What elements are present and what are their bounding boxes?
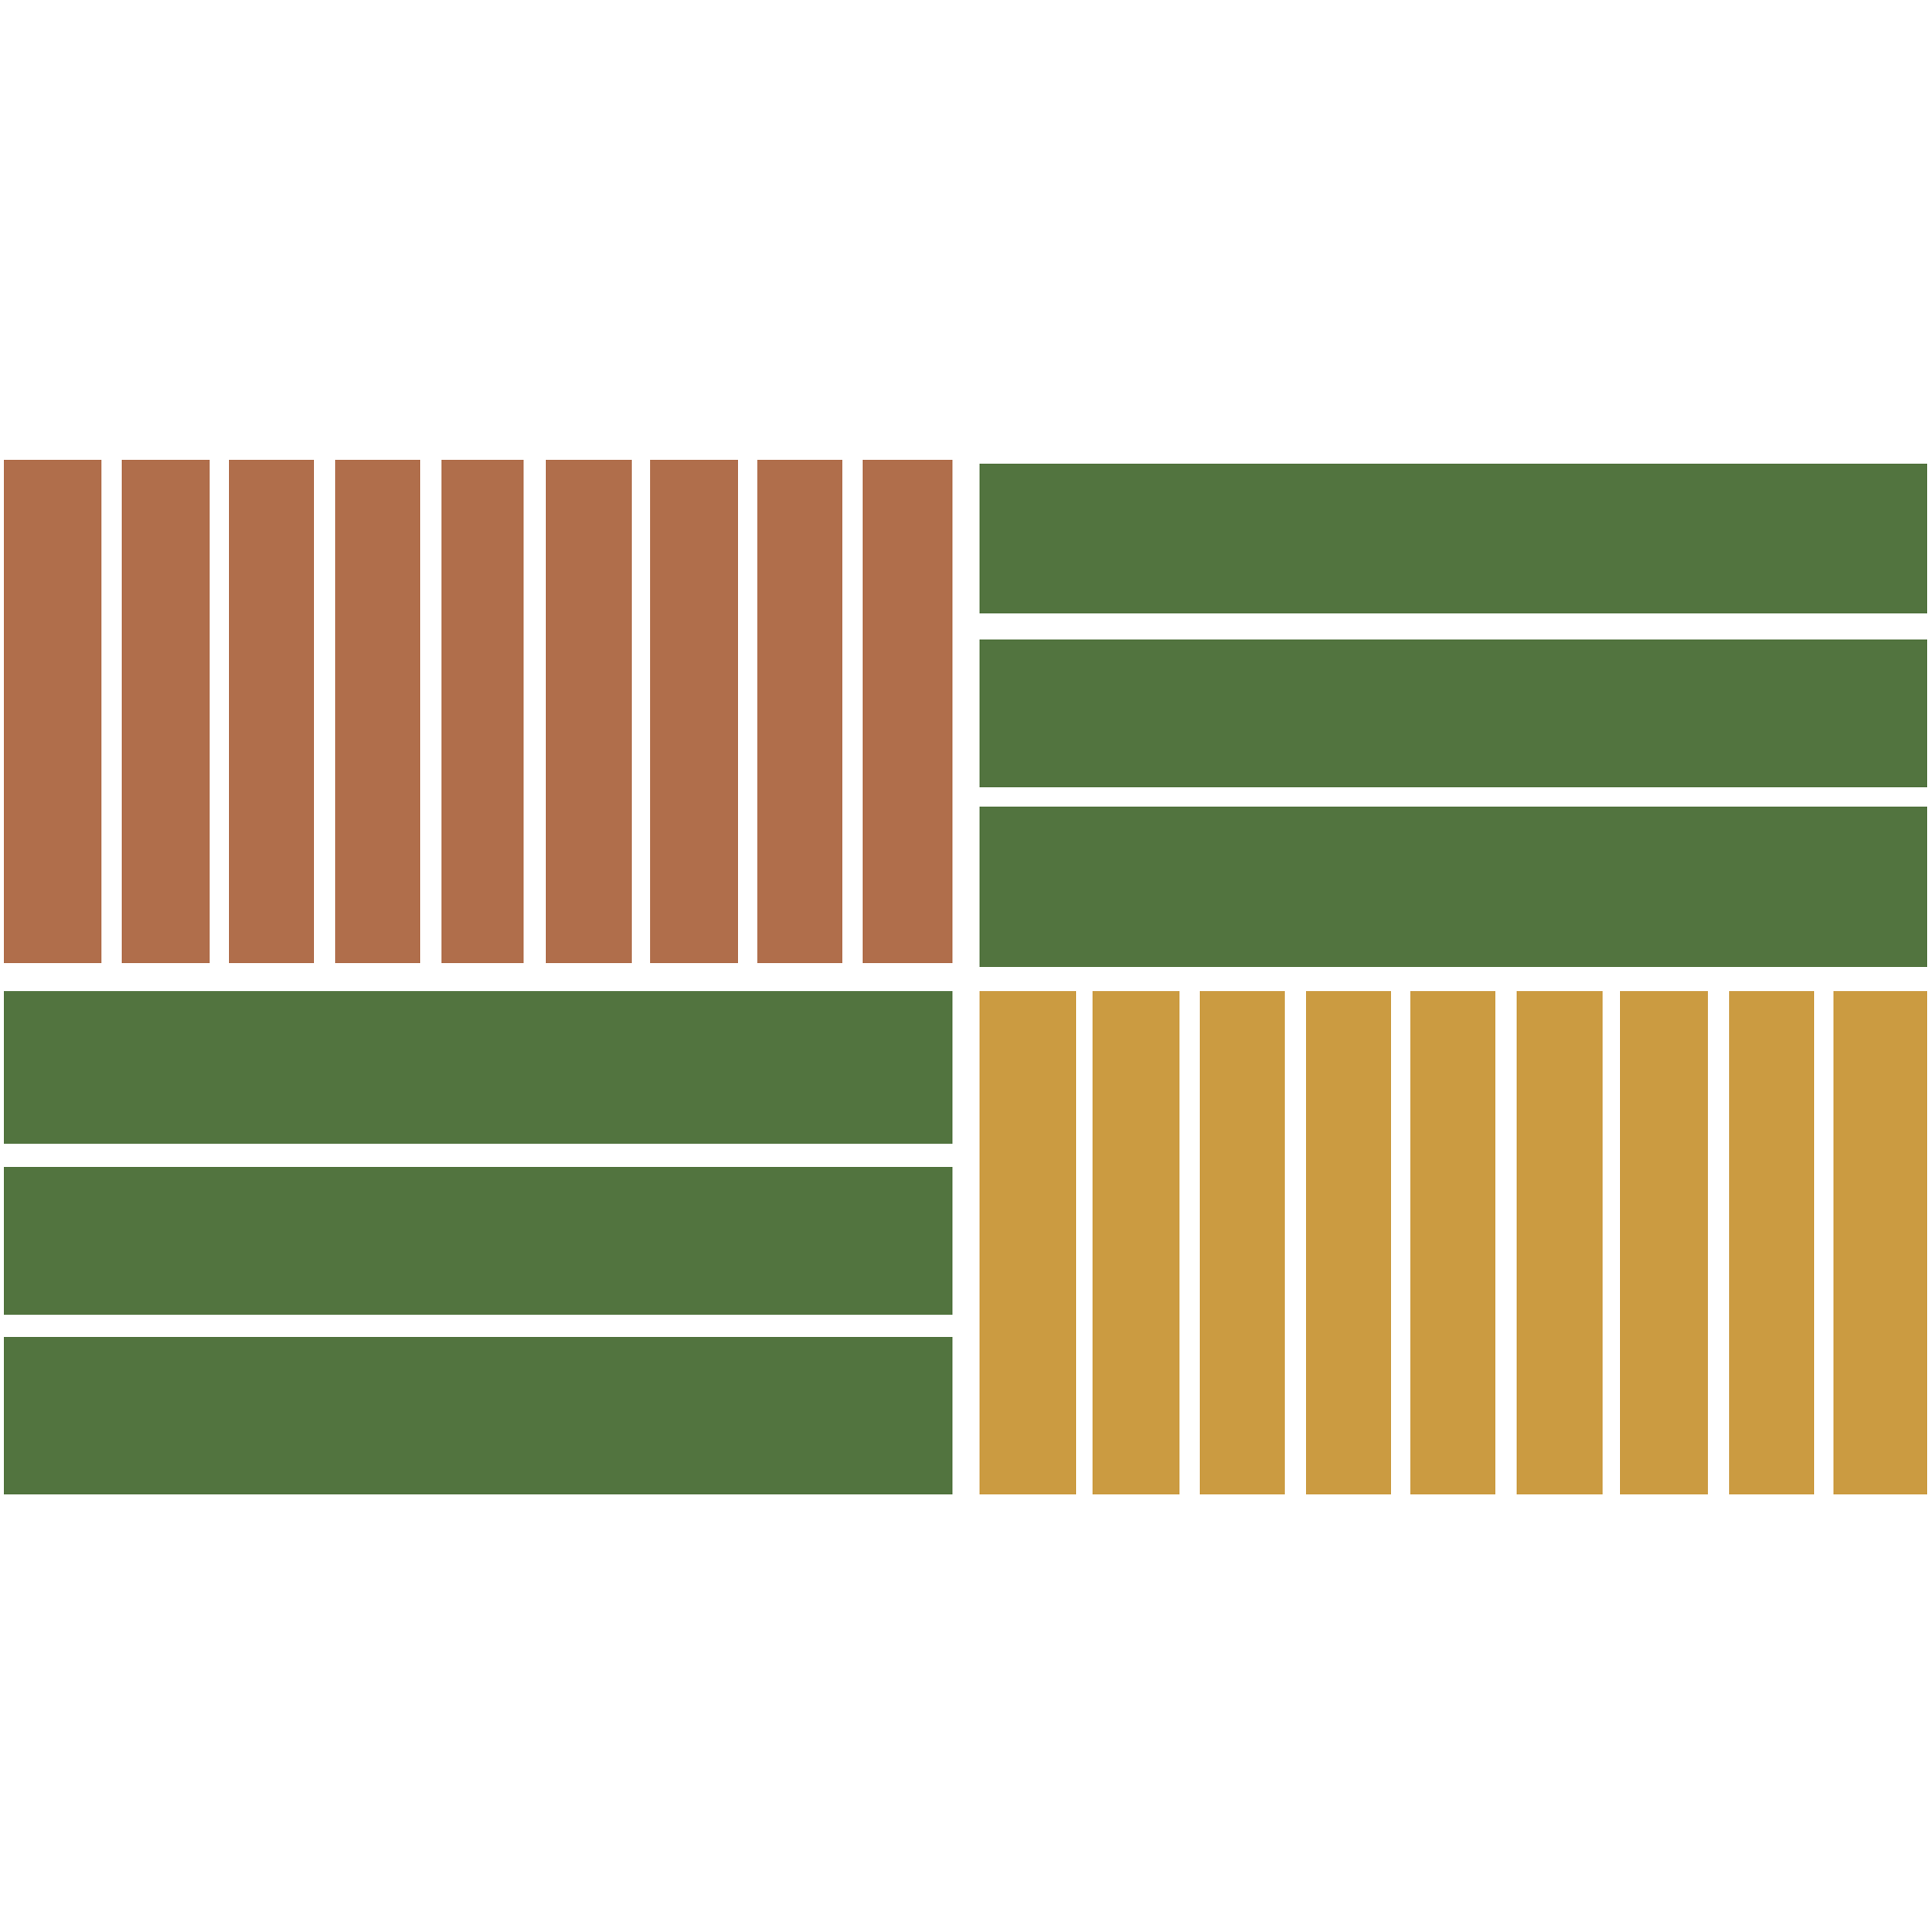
plank (650, 460, 738, 963)
plank (4, 991, 952, 1144)
plank (4, 1167, 952, 1315)
plank (335, 460, 420, 963)
top-left-tile (4, 460, 952, 963)
plank (1093, 991, 1179, 1494)
plank (122, 460, 210, 963)
plank (546, 460, 632, 963)
bottom-right-tile (980, 991, 1927, 1494)
plank (980, 464, 1927, 613)
plank (4, 1337, 952, 1494)
plank (863, 460, 952, 963)
plank (1200, 991, 1285, 1494)
plank (1620, 991, 1708, 1494)
plank (757, 460, 842, 963)
top-right-tile (980, 464, 1927, 967)
plank (980, 807, 1927, 967)
plank (980, 991, 1076, 1494)
plank (441, 460, 524, 963)
plank (229, 460, 314, 963)
plank (980, 639, 1927, 787)
plank (4, 460, 101, 963)
plank (1306, 991, 1391, 1494)
plank (1729, 991, 1814, 1494)
plank (1410, 991, 1495, 1494)
plank (1833, 991, 1927, 1494)
bottom-left-tile (4, 991, 952, 1494)
plank (1517, 991, 1603, 1494)
